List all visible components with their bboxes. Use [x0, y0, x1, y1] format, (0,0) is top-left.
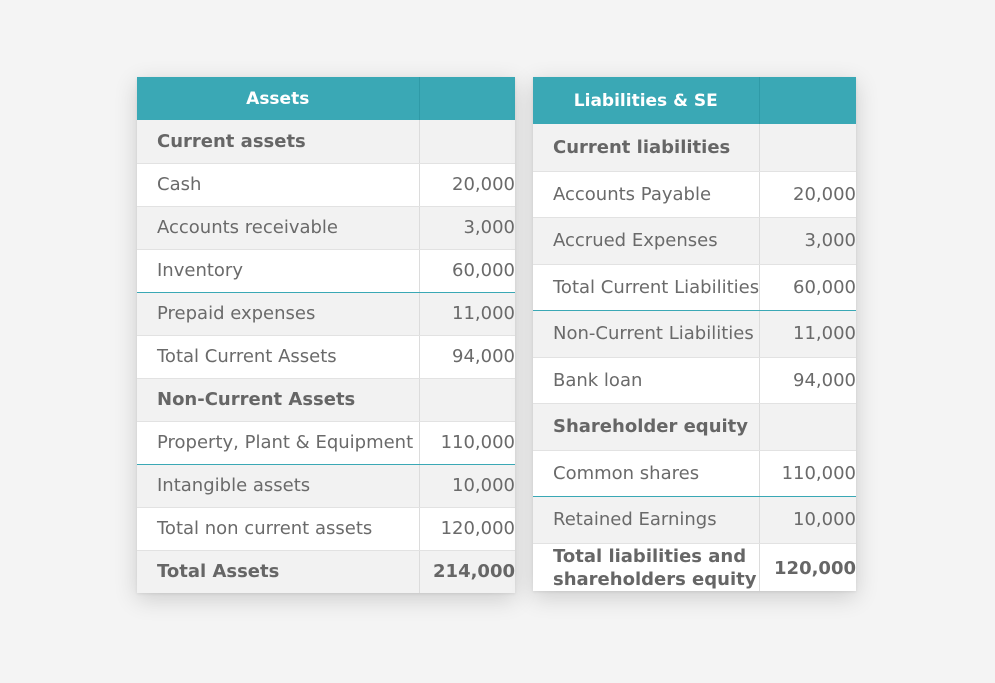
table-row: Accounts receivable 3,000 — [137, 206, 515, 250]
table-row: Total liabilities and shareholders equit… — [533, 543, 856, 591]
row-label: Retained Earnings — [533, 496, 760, 544]
row-label: Common shares — [533, 450, 760, 497]
assets-header-value — [419, 77, 515, 120]
row-label: Prepaid expenses — [137, 292, 420, 336]
row-label: Accounts receivable — [137, 206, 420, 250]
table-row: Bank loan 94,000 — [533, 357, 856, 404]
row-value — [419, 378, 515, 422]
row-value — [759, 403, 856, 451]
table-row: Total Current Assets 94,000 — [137, 335, 515, 379]
row-label: Total Current Liabilities — [533, 264, 760, 311]
assets-table-panel: Assets Current assets Cash 20,000 Accoun… — [137, 77, 515, 593]
row-label: Intangible assets — [137, 464, 420, 508]
table-row: Current liabilities — [533, 124, 856, 172]
table-row: Retained Earnings 10,000 — [533, 496, 856, 544]
row-value: 60,000 — [419, 249, 515, 293]
row-value: 94,000 — [759, 357, 856, 404]
table-row: Non-Current Assets — [137, 378, 515, 422]
row-value — [759, 124, 856, 172]
row-value: 60,000 — [759, 264, 856, 311]
row-value: 10,000 — [759, 496, 856, 544]
row-label: Shareholder equity — [533, 403, 760, 451]
assets-table: Assets Current assets Cash 20,000 Accoun… — [137, 77, 515, 593]
row-label: Non-Current Assets — [137, 378, 420, 422]
assets-header-row: Assets — [137, 77, 515, 120]
row-label: Total non current assets — [137, 507, 420, 551]
table-row: Accounts Payable 20,000 — [533, 171, 856, 218]
row-value: 3,000 — [759, 217, 856, 265]
row-value: 3,000 — [419, 206, 515, 250]
row-label: Total Current Assets — [137, 335, 420, 379]
row-value: 214,000 — [419, 550, 515, 593]
row-value: 10,000 — [419, 464, 515, 508]
row-label: Accounts Payable — [533, 171, 760, 218]
row-label: Current liabilities — [533, 124, 760, 172]
row-value: 120,000 — [759, 543, 856, 591]
table-row: Intangible assets 10,000 — [137, 464, 515, 508]
row-label: Bank loan — [533, 357, 760, 404]
table-row: Common shares 110,000 — [533, 450, 856, 497]
row-label: Non-Current Liabilities — [533, 310, 760, 358]
assets-header-label: Assets — [137, 77, 420, 120]
table-row: Property, Plant & Equipment 110,000 — [137, 421, 515, 465]
table-row: Shareholder equity — [533, 403, 856, 451]
row-label: Total liabilities and shareholders equit… — [533, 543, 760, 591]
liabilities-header-value — [759, 77, 856, 124]
row-label: Accrued Expenses — [533, 217, 760, 265]
table-row: Inventory 60,000 — [137, 249, 515, 293]
table-row: Accrued Expenses 3,000 — [533, 217, 856, 265]
row-value: 94,000 — [419, 335, 515, 379]
liabilities-table: Liabilities & SE Current liabilities Acc… — [533, 77, 856, 591]
table-row: Cash 20,000 — [137, 163, 515, 207]
liabilities-header-row: Liabilities & SE — [533, 77, 856, 124]
table-row: Current assets — [137, 120, 515, 164]
table-row: Non-Current Liabilities 11,000 — [533, 310, 856, 358]
row-value: 110,000 — [759, 450, 856, 497]
row-label: Property, Plant & Equipment — [137, 421, 420, 465]
row-value: 120,000 — [419, 507, 515, 551]
row-label: Total Assets — [137, 550, 420, 593]
row-value — [419, 120, 515, 164]
liabilities-header-label: Liabilities & SE — [533, 77, 760, 124]
table-row: Total non current assets 120,000 — [137, 507, 515, 551]
table-row: Prepaid expenses 11,000 — [137, 292, 515, 336]
table-row: Total Current Liabilities 60,000 — [533, 264, 856, 311]
row-value: 11,000 — [419, 292, 515, 336]
row-value: 20,000 — [419, 163, 515, 207]
row-label: Cash — [137, 163, 420, 207]
row-value: 110,000 — [419, 421, 515, 465]
row-value: 20,000 — [759, 171, 856, 218]
liabilities-table-panel: Liabilities & SE Current liabilities Acc… — [533, 77, 856, 591]
row-value: 11,000 — [759, 310, 856, 358]
table-row: Total Assets 214,000 — [137, 550, 515, 593]
row-label: Inventory — [137, 249, 420, 293]
row-label: Current assets — [137, 120, 420, 164]
